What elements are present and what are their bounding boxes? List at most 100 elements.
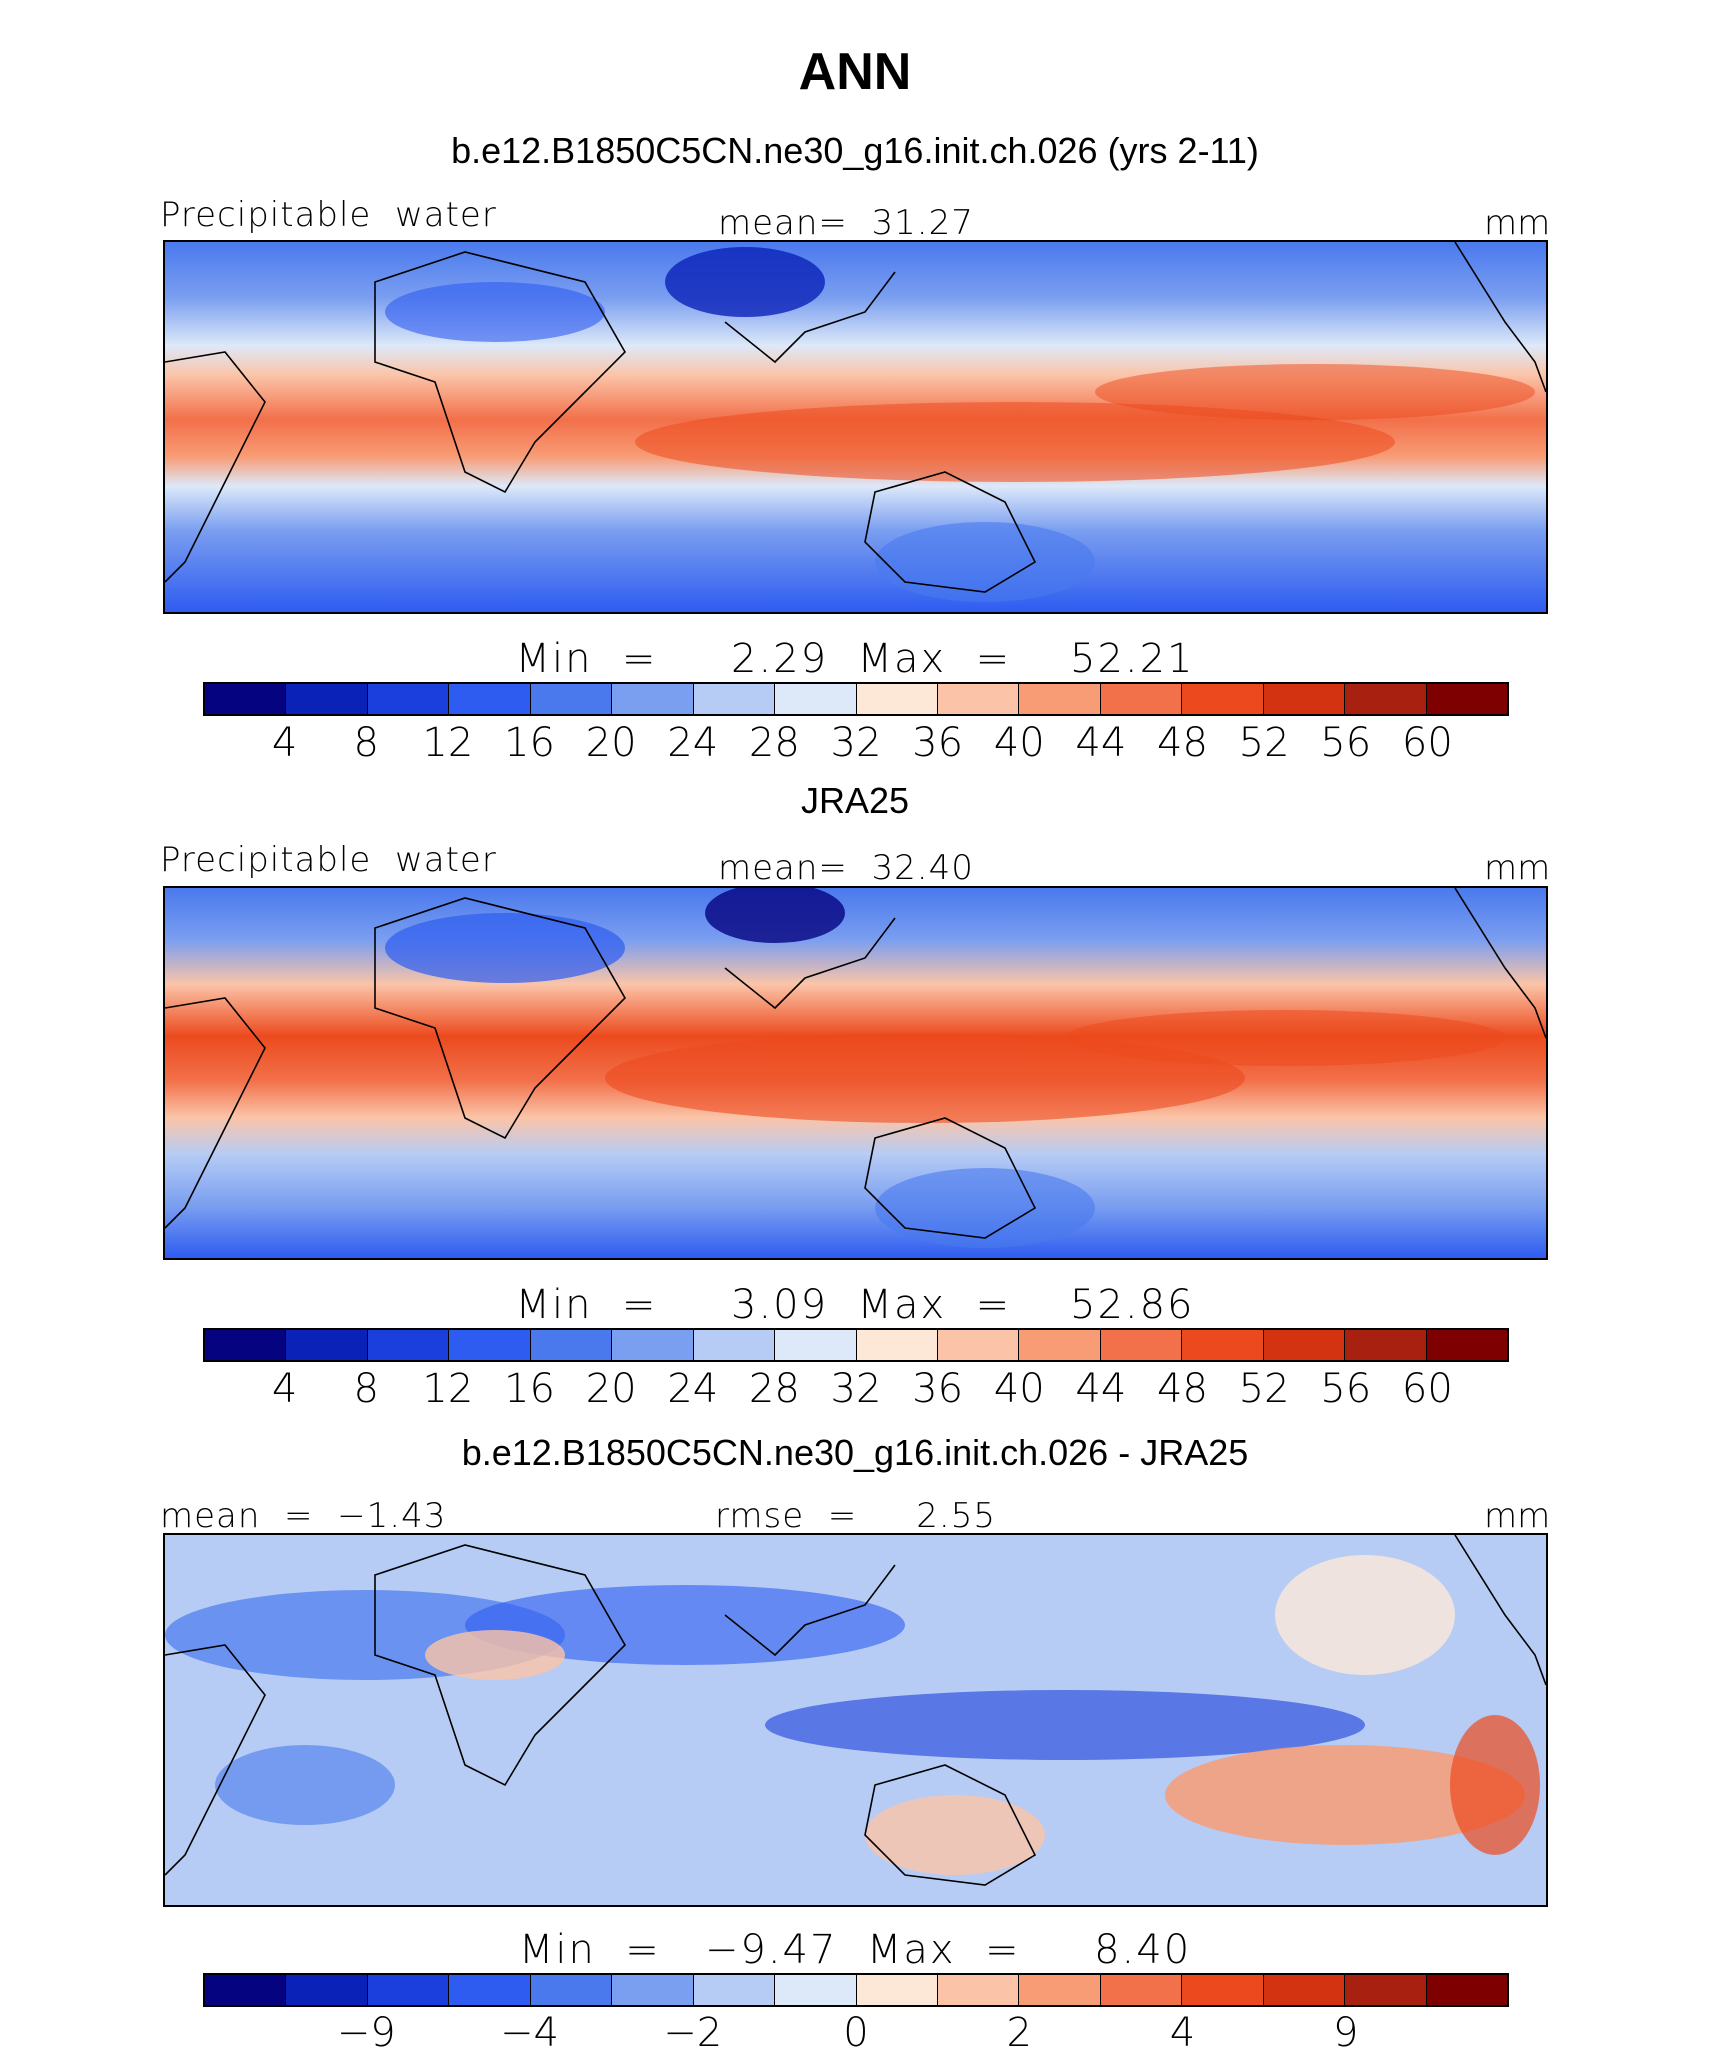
panel-2-minmax: Min = 3.09 Max = 52.86 (515, 1282, 1195, 1328)
colorbar-box (205, 684, 287, 714)
colorbar-box (205, 1975, 287, 2005)
colorbar-box (286, 1330, 368, 1360)
colorbar-tick-label: 8 (353, 1366, 379, 1412)
panel-1-variable-label: Precipitable water (160, 195, 497, 235)
colorbar-box (1019, 1330, 1101, 1360)
panel-1-units-label: mm (1484, 203, 1551, 243)
colorbar-box (1263, 1975, 1346, 2005)
colorbar-box (693, 1330, 776, 1360)
colorbar-box (775, 684, 857, 714)
colorbar-box (530, 684, 613, 714)
colorbar-tick-label: 32 (830, 720, 882, 766)
colorbar-tick-label: 4 (271, 720, 298, 766)
colorbar-tick-label: 40 (993, 720, 1045, 766)
colorbar-box (612, 1330, 694, 1360)
colorbar-box (1100, 684, 1183, 714)
colorbar-box (1019, 1975, 1101, 2005)
colorbar-box (449, 1330, 531, 1360)
colorbar-tick-label: 52 (1238, 720, 1290, 766)
colorbar-box (530, 1975, 613, 2005)
colorbar-tick-label: 12 (422, 1366, 474, 1412)
colorbar-box (1019, 684, 1101, 714)
panel-3-map-field (165, 1535, 1546, 1905)
panel-1-colorbar (203, 682, 1509, 716)
panel-3-rmse-label: rmse = 2.55 (715, 1496, 996, 1536)
colorbar-box (1263, 1330, 1346, 1360)
colorbar-tick-label: 44 (1075, 720, 1127, 766)
colorbar-box (693, 1975, 776, 2005)
panel-3-title: b.e12.B1850C5CN.ne30_g16.init.ch.026 - J… (461, 1432, 1249, 1473)
panel-1-map (163, 240, 1548, 614)
colorbar-box (856, 1330, 938, 1360)
panel-2-variable-label: Precipitable water (160, 840, 497, 880)
colorbar-tick-label: 4 (1169, 2010, 1196, 2056)
colorbar-box (286, 1975, 368, 2005)
colorbar-box (937, 684, 1020, 714)
panel-3-colorbar-ticks: −9 −4 −2 0 2 4 9 (203, 2010, 1509, 2060)
colorbar-box (856, 1975, 938, 2005)
colorbar-box (449, 1975, 531, 2005)
colorbar-tick-label: 16 (504, 1366, 555, 1412)
colorbar-box (530, 1330, 613, 1360)
panel-1-minmax: Min = 2.29 Max = 52.21 (515, 636, 1195, 682)
colorbar-tick-label: 4 (271, 1366, 298, 1412)
colorbar-box (775, 1975, 857, 2005)
colorbar-tick-label: 24 (667, 720, 719, 766)
colorbar-box (367, 1975, 450, 2005)
colorbar-tick-label: 56 (1320, 1366, 1372, 1412)
colorbar-box (612, 1975, 694, 2005)
panel-2-mean-label: mean= 32.40 (718, 848, 974, 888)
colorbar-tick-label: 9 (1333, 2010, 1359, 2056)
panel-2-map-field (165, 888, 1546, 1258)
colorbar-box (775, 1330, 857, 1360)
colorbar-box (1100, 1330, 1183, 1360)
colorbar-tick-label: 36 (912, 1366, 964, 1412)
colorbar-box (1263, 684, 1346, 714)
main-title: ANN (798, 43, 912, 101)
colorbar-tick-label: −4 (500, 2010, 559, 2056)
colorbar-box (1100, 1975, 1183, 2005)
panel-3-colorbar (203, 1973, 1509, 2007)
colorbar-box (1345, 1330, 1427, 1360)
colorbar-box (1426, 1975, 1507, 2005)
colorbar-tick-label: 48 (1157, 1366, 1208, 1412)
panel-1-map-field (165, 242, 1546, 612)
colorbar-box (612, 684, 694, 714)
colorbar-tick-label: 0 (843, 2010, 869, 2056)
panel-1-colorbar-ticks: 4 8 12 16 20 24 28 32 36 40 44 48 52 56 60 (203, 720, 1509, 770)
colorbar-tick-label: 52 (1238, 1366, 1290, 1412)
colorbar-tick-label: 60 (1401, 1366, 1453, 1412)
colorbar-box (367, 1330, 450, 1360)
colorbar-box (367, 684, 450, 714)
colorbar-box (286, 684, 368, 714)
colorbar-tick-label: 48 (1157, 720, 1208, 766)
colorbar-box (205, 1330, 287, 1360)
colorbar-box (1426, 1330, 1507, 1360)
panel-2-map (163, 886, 1548, 1260)
colorbar-box (1345, 1975, 1427, 2005)
colorbar-tick-label: −9 (336, 2010, 396, 2056)
colorbar-tick-label: 56 (1320, 720, 1372, 766)
panel-2-colorbar-ticks: 4 8 12 16 20 24 28 32 36 40 44 48 52 56 60 (203, 1366, 1509, 1416)
colorbar-box (1345, 684, 1427, 714)
panel-2-colorbar (203, 1328, 1509, 1362)
panel-2-units-label: mm (1484, 848, 1551, 888)
colorbar-tick-label: 44 (1075, 1366, 1127, 1412)
colorbar-box (1182, 1975, 1264, 2005)
colorbar-tick-label: 20 (585, 1366, 637, 1412)
colorbar-tick-label: 60 (1401, 720, 1453, 766)
colorbar-tick-label: 2 (1006, 2010, 1032, 2056)
colorbar-box (1182, 684, 1264, 714)
colorbar-box (449, 684, 531, 714)
colorbar-tick-label: 12 (422, 720, 474, 766)
colorbar-box (693, 684, 776, 714)
colorbar-box (1182, 1330, 1264, 1360)
colorbar-tick-label: 40 (993, 1366, 1045, 1412)
colorbar-box (937, 1975, 1020, 2005)
panel-1-mean-label: mean= 31.27 (718, 203, 974, 243)
colorbar-tick-label: 36 (912, 720, 964, 766)
colorbar-tick-label: 20 (585, 720, 637, 766)
panel-2-title: JRA25 (800, 780, 910, 821)
panel-3-map (163, 1533, 1548, 1907)
colorbar-tick-label: 24 (667, 1366, 719, 1412)
